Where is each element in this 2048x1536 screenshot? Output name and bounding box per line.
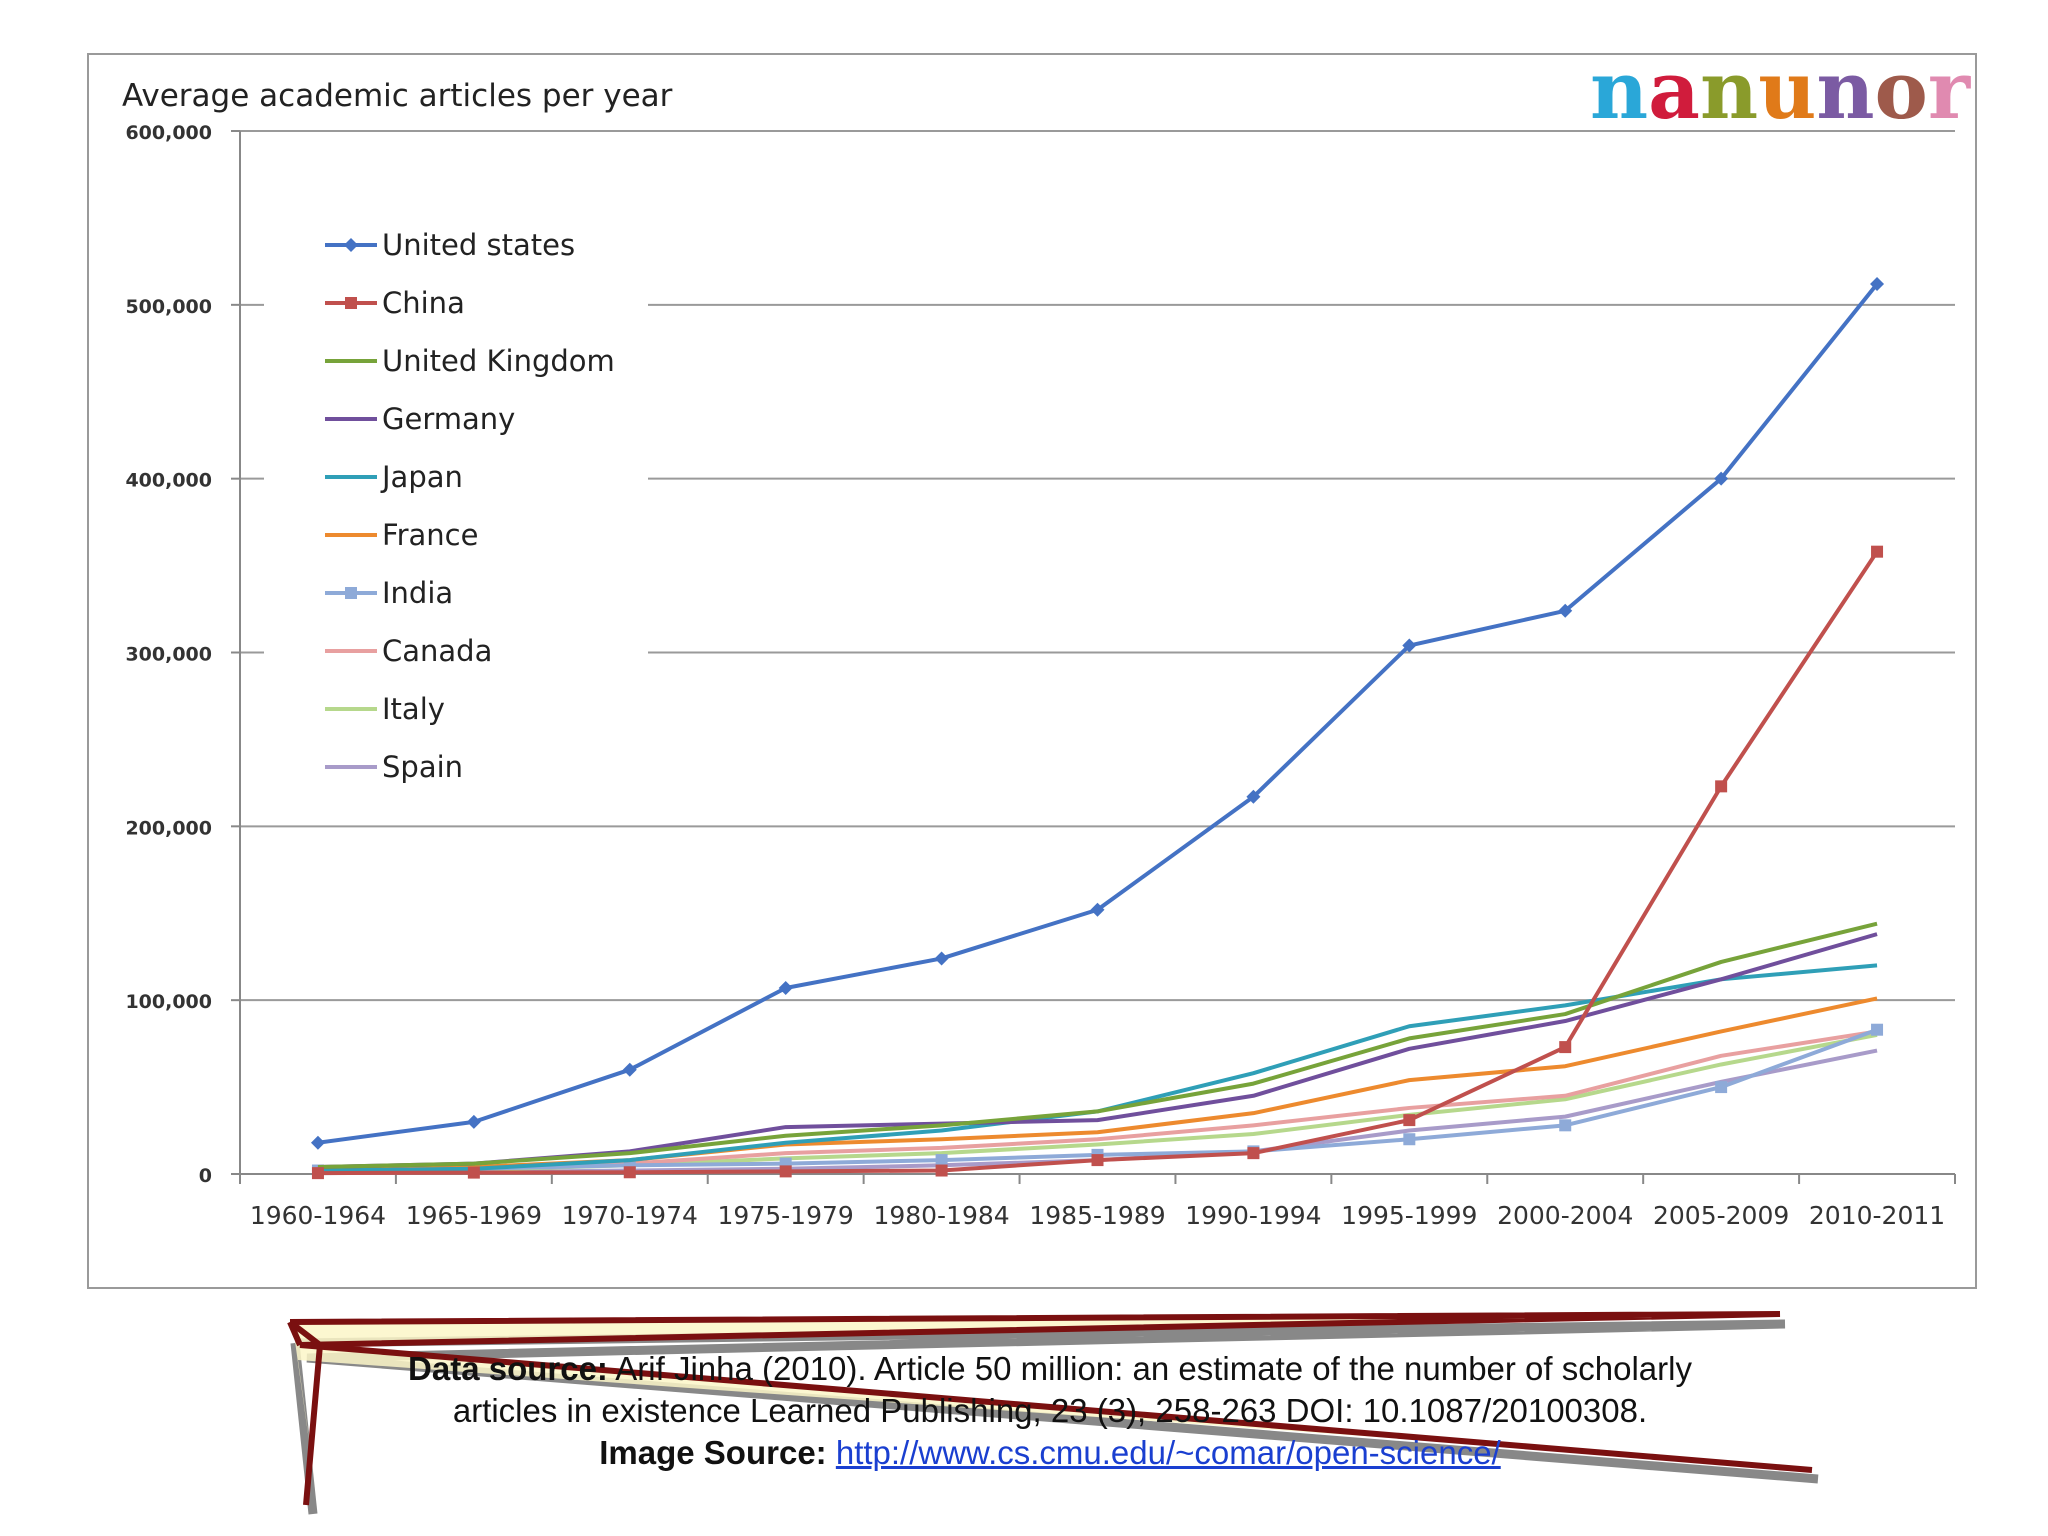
x-tick-label: 1970-1974 [562,1201,698,1230]
legend-item: United Kingdom [325,344,615,378]
data-point [934,951,949,966]
data-point [779,1165,792,1178]
legend-item: China [325,286,465,320]
data-point [935,1164,948,1177]
brand-letter: a [1648,43,1700,137]
data-point [345,587,357,599]
data-source-line2: articles in existence Learned Publishing… [452,1392,1648,1429]
x-tick-label: 1980-1984 [873,1201,1009,1230]
data-point [344,238,358,252]
data-source-line1: Arif Jinha (2010). Article 50 million: a… [615,1350,1692,1387]
data-point [345,297,357,309]
data-point [623,1166,636,1179]
caption-image-source: Image Source: http://www.cs.cmu.edu/~com… [300,1432,1800,1474]
data-point [1715,780,1728,793]
annotation-arrows [287,1311,1819,1515]
brand-letter: o [1875,43,1928,137]
data-point [1871,545,1884,558]
data-point [1714,471,1729,486]
data-point [1558,603,1573,618]
data-point [935,1154,948,1167]
data-point [1870,276,1885,291]
legend-item: United states [325,228,575,262]
y-tick-label: 300,000 [125,644,212,666]
legend-item: France [325,518,478,552]
legend-label: Spain [382,750,463,784]
brand-logo: nanunor [1590,43,1971,137]
x-tick-label: 1990-1994 [1185,1201,1321,1230]
series-united-states [310,276,1885,1150]
y-tick-label: 100,000 [125,991,212,1013]
brand-letter: u [1758,43,1816,137]
image-source-link[interactable]: http://www.cs.cmu.edu/~comar/open-scienc… [835,1434,1501,1471]
x-tick-label: 1975-1979 [718,1201,854,1230]
data-point [1715,1081,1728,1094]
brand-letter: n [1590,43,1648,137]
y-tick-label: 400,000 [125,470,212,492]
x-tick-label: 2000-2004 [1497,1201,1633,1230]
data-point [1090,902,1105,917]
data-point [1247,1147,1260,1160]
data-point [467,1166,480,1179]
series-lines [310,276,1885,1180]
x-tick-label: 2010-2011 [1809,1201,1945,1230]
legend-item: India [325,576,453,610]
legend-label: United states [382,228,575,262]
image-source-label: Image Source: [599,1434,827,1471]
data-source-label: Data source: [408,1350,608,1387]
legend-item: Canada [325,634,492,668]
x-tick-label: 2005-2009 [1653,1201,1789,1230]
legend-label: Germany [382,402,515,436]
gridlines [240,130,1955,1002]
data-point [466,1114,481,1129]
data-point [311,1167,324,1180]
y-tick-label: 0 [199,1165,212,1187]
caption-data-source: Data source: Arif Jinha (2010). Article … [300,1348,1800,1432]
data-point [1403,1114,1416,1127]
legend-item: Spain [325,750,463,784]
legend-label: China [382,286,465,320]
legend-label: Italy [382,692,445,726]
legend-item: Germany [325,402,515,436]
legend-label: Canada [382,634,492,668]
chart-frame [87,53,1977,1289]
series-china [311,545,1884,1180]
data-point [1871,1023,1884,1036]
brand-letter: n [1700,43,1758,137]
legend-label: India [382,576,453,610]
data-point [778,980,793,995]
x-tick-label: 1985-1989 [1029,1201,1165,1230]
brand-letter: r [1928,43,1971,137]
legend-item: Japan [325,460,463,494]
legend-label: Japan [380,460,463,494]
y-tick-label: 200,000 [125,817,212,839]
legend-item: Italy [325,692,445,726]
data-point [1403,1133,1416,1146]
data-point [622,1062,637,1077]
data-point [1246,789,1261,804]
data-point [1091,1154,1104,1167]
x-tick-label: 1965-1969 [406,1201,542,1230]
legend-label: France [382,518,478,552]
x-tick-label: 1960-1964 [250,1201,386,1230]
data-point [1559,1119,1572,1132]
x-tick-label: 1995-1999 [1341,1201,1477,1230]
brand-letter: n [1816,43,1874,137]
chart-title: Average academic articles per year [122,78,673,114]
legend-label: United Kingdom [382,344,615,378]
legend: United states China United Kingdom Germany J… [325,228,615,784]
y-tick-label: 600,000 [125,122,212,144]
data-point [1402,638,1417,653]
data-point [1559,1041,1572,1054]
series-united-kingdom [317,921,1878,1170]
y-tick-label: 500,000 [125,296,212,318]
data-point [310,1135,325,1150]
series-line [317,921,1878,1170]
